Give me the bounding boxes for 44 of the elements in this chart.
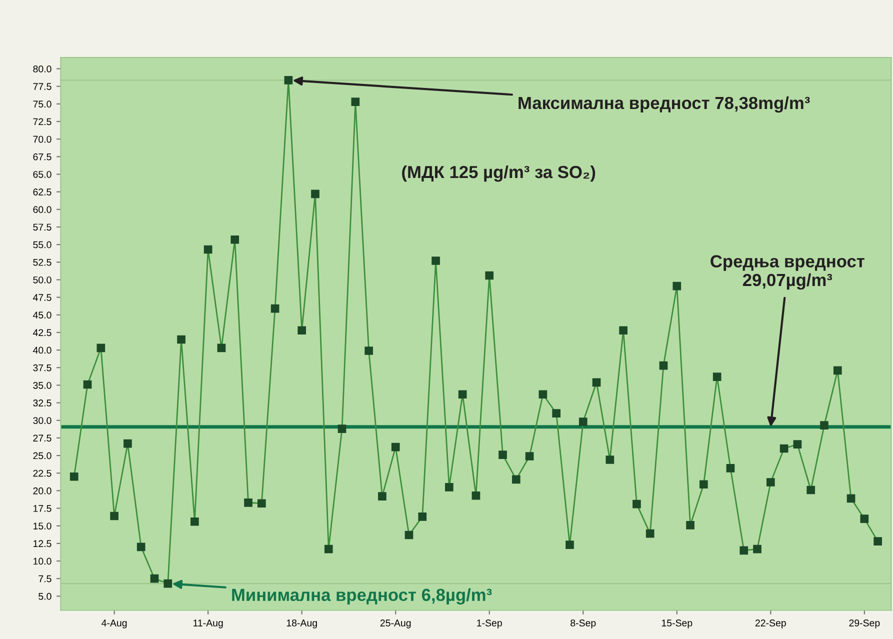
y-tick-label: 35.0 (33, 382, 52, 389)
y-tick-label: 47.5 (33, 294, 52, 301)
y-tick-label: 7.5 (38, 575, 52, 582)
y-tick-label: 45.0 (33, 312, 52, 319)
y-tick-label: 40.0 (33, 346, 52, 354)
y-tick-label: 25.0 (33, 452, 52, 460)
x-tick-label: 22-Sep (755, 620, 786, 628)
y-tick-label: 65.0 (33, 170, 52, 178)
y-tick-label: 5.0 (38, 592, 52, 600)
x-tick-label: 1-Sep (477, 620, 502, 628)
y-tick-label: 27.5 (33, 434, 52, 442)
y-tick-label: 77.5 (33, 83, 52, 90)
x-tick-label: 8-Sep (570, 620, 596, 628)
x-tick-label: 15-Sep (662, 620, 692, 628)
y-tick-label: 52.5 (33, 258, 52, 266)
y-tick-label: 32.5 (33, 400, 52, 406)
y-tick-label: 20.0 (33, 487, 52, 494)
y-tick-label: 15.0 (34, 522, 52, 530)
annotation: Максимална вредност 78,38mg/m³ (518, 96, 810, 113)
x-tick-label: 29-Sep (849, 620, 880, 628)
x-tick-label: 4-Aug (102, 620, 127, 628)
annotation: Минимална вредност 6,8µg/m³ (232, 588, 492, 605)
x-tick-label: 18-Aug (286, 620, 317, 628)
y-tick-label: 80.0 (33, 65, 52, 72)
x-tick-label: 25-Aug (380, 620, 411, 628)
y-tick-label: 67.5 (33, 153, 52, 160)
annotation: Средња вредност 29,07µg/m³ (710, 255, 864, 290)
y-tick-label: 57.5 (33, 224, 52, 231)
y-tick-label: 37.5 (33, 364, 52, 372)
y-tick-label: 50.0 (33, 276, 52, 284)
y-tick-label: 42.5 (33, 329, 52, 336)
y-tick-label: 70.0 (33, 136, 52, 143)
y-tick-label: 22.5 (33, 470, 52, 477)
y-tick-label: 10.0 (34, 558, 52, 565)
y-tick-label: 60.0 (33, 206, 52, 214)
y-tick-label: 30.0 (33, 417, 52, 424)
annotation: (МДК 125 µg/m³ за SO₂) (402, 165, 596, 182)
y-tick-label: 72.5 (33, 118, 52, 126)
y-tick-label: 55.0 (33, 241, 52, 248)
y-tick-label: 17.5 (34, 505, 52, 512)
y-tick-label: 12.5 (34, 540, 52, 548)
y-tick-label: 62.5 (33, 188, 52, 196)
y-tick-label: 75.0 (33, 100, 52, 108)
x-tick-label: 11-Aug (193, 620, 223, 628)
